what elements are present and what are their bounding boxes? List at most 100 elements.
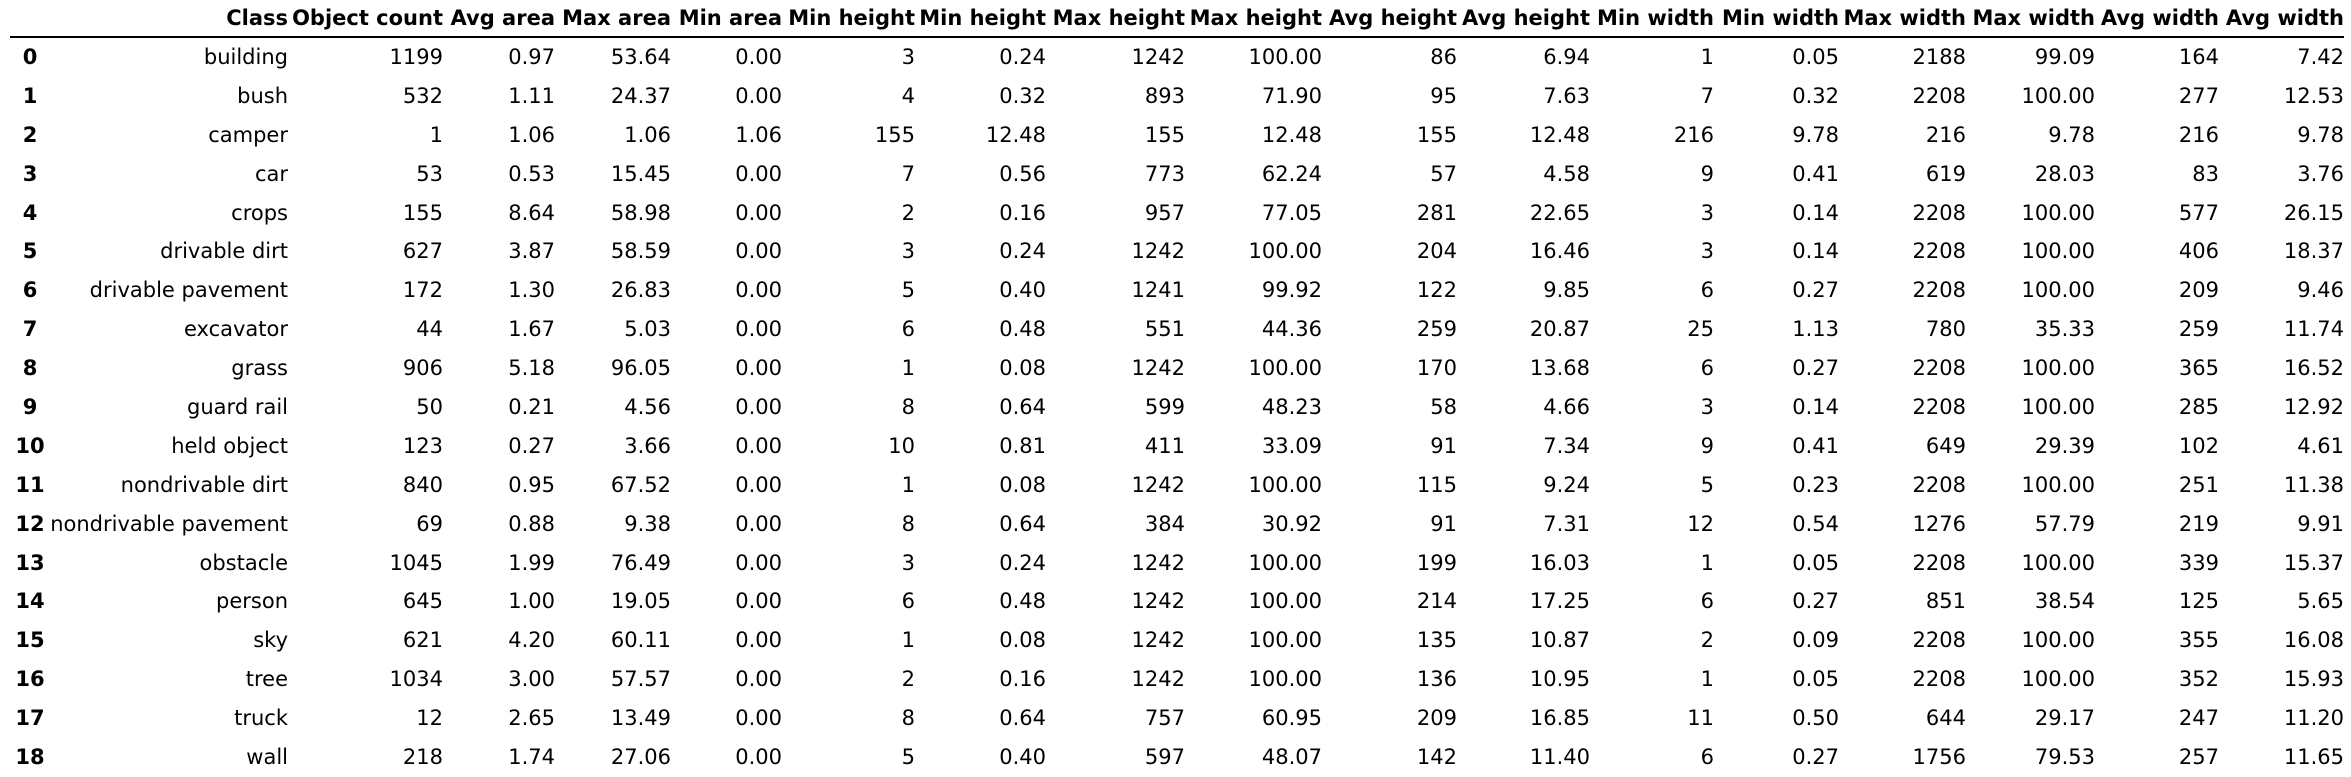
table-cell: 1242 [1131,589,1185,614]
table-cell: 12.48 [1261,122,1322,147]
table-cell: 0.00 [735,706,782,731]
table-cell: 71.90 [1261,83,1322,108]
table-cell: 100.00 [1248,239,1322,264]
table-cell: 4 [901,83,915,108]
table-cell: 1 [429,122,443,147]
table-cell: 0.00 [735,200,782,225]
table-cell: 5.03 [624,317,671,342]
table-cell: 644 [1925,706,1966,731]
table-cell: 33.09 [1261,433,1322,458]
row-index: 17 [15,706,45,731]
table-cell: 532 [402,83,443,108]
table-row: 10 held object 123 0.27 3.66 0.00 10 0.81 411 33.… [10,427,2344,466]
table-cell: 1.00 [508,589,555,614]
table-cell: 2208 [1912,550,1966,575]
class-name-cell: excavator [183,317,288,342]
row-index: 14 [15,589,45,614]
table-cell: 0.16 [999,200,1046,225]
table-cell: 893 [1144,83,1185,108]
row-index: 10 [15,433,45,458]
table-cell: 155 [1144,122,1185,147]
table-cell: 2188 [1912,44,1966,69]
row-index: 2 [22,122,38,147]
table-cell: 0.00 [735,239,782,264]
table-cell: 247 [2178,706,2219,731]
table-cell: 1242 [1131,44,1185,69]
table-cell: 44.36 [1261,317,1322,342]
table-cell: 100.00 [2021,394,2095,419]
table-cell: 57 [1430,161,1457,186]
column-header: Avg area [443,0,555,38]
table-cell: 257 [2178,744,2219,769]
row-index: 12 [15,511,45,536]
table-cell: 1 [901,628,915,653]
table-cell: 0.14 [1792,239,1839,264]
table-cell: 58 [1430,394,1457,419]
table-cell: 2208 [1912,278,1966,303]
column-header: Max width [1966,0,2095,38]
table-cell: 1242 [1131,472,1185,497]
table-cell: 0.32 [999,83,1046,108]
table-cell: 0.24 [999,239,1046,264]
table-cell: 9 [1700,433,1714,458]
table-cell: 7 [901,161,915,186]
table-cell: 0.40 [999,278,1046,303]
table-cell: 2208 [1912,356,1966,381]
table-cell: 9.91 [2297,511,2344,536]
table-cell: 406 [2178,239,2219,264]
table-cell: 100.00 [2021,200,2095,225]
table-cell: 339 [2178,550,2219,575]
table-row: 13 obstacle 1045 1.99 76.49 0.00 3 0.24 1242 100.… [10,544,2344,583]
table-cell: 9.78 [1792,122,1839,147]
table-cell: 38.54 [2034,589,2095,614]
table-cell: 259 [1416,317,1457,342]
table-cell: 26.83 [610,278,671,303]
table-cell: 25 [1687,317,1714,342]
row-index: 4 [22,200,38,225]
table-cell: 100.00 [2021,356,2095,381]
table-cell: 209 [2178,278,2219,303]
table-cell: 7.63 [1543,83,1590,108]
table-cell: 58.98 [610,200,671,225]
table-cell: 2 [901,200,915,225]
table-cell: 1 [901,356,915,381]
table-cell: 0.00 [735,83,782,108]
table-cell: 3 [901,44,915,69]
table-cell: 0.81 [999,433,1046,458]
table-cell: 10.87 [1529,628,1590,653]
table-cell: 0.24 [999,550,1046,575]
table-cell: 757 [1144,706,1185,731]
table-cell: 6 [1700,589,1714,614]
table-cell: 67.52 [610,472,671,497]
column-header: Min height [782,0,915,38]
table-cell: 4.58 [1543,161,1590,186]
table-cell: 79.53 [2034,744,2095,769]
table-cell: 199 [1416,550,1457,575]
table-cell: 57.79 [2034,511,2095,536]
table-cell: 18.37 [2283,239,2344,264]
table-cell: 1756 [1912,744,1966,769]
table-cell: 1.06 [508,122,555,147]
table-row: 11 nondrivable dirt 840 0.95 67.52 0.00 1 0.08 1… [10,466,2344,505]
class-statistics-table: Class Object count Avg area Max area Min are… [10,0,2344,777]
table-cell: 172 [402,278,443,303]
class-name-cell: sky [253,628,288,653]
table-cell: 100.00 [2021,628,2095,653]
table-cell: 216 [1925,122,1966,147]
table-cell: 12.53 [2283,83,2344,108]
table-cell: 627 [402,239,443,264]
table-cell: 0.27 [508,433,555,458]
column-header: Avg width [2219,0,2344,38]
table-cell: 384 [1144,511,1185,536]
table-cell: 1 [1700,550,1714,575]
class-name-cell: camper [208,122,288,147]
table-cell: 0.05 [1792,44,1839,69]
table-body: 0 building 1199 0.97 53.64 0.00 3 0.24 1242 100.0… [10,37,2344,777]
table-cell: 122 [1416,278,1457,303]
column-header: Max height [1046,0,1185,38]
table-cell: 164 [2178,44,2219,69]
table-cell: 2.65 [508,706,555,731]
table-cell: 1.06 [735,122,782,147]
table-cell: 0.00 [735,44,782,69]
table-row: 7 excavator 44 1.67 5.03 0.00 6 0.48 551 44.36 259… [10,310,2344,349]
